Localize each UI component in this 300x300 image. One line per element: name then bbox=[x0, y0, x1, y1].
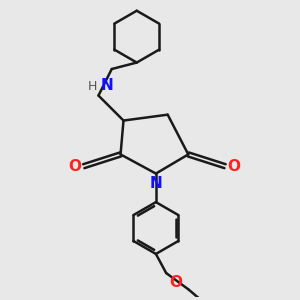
Text: O: O bbox=[68, 159, 81, 174]
Text: N: N bbox=[149, 176, 162, 191]
Text: O: O bbox=[169, 274, 182, 290]
Text: N: N bbox=[101, 78, 114, 93]
Text: H: H bbox=[88, 80, 97, 93]
Text: O: O bbox=[227, 159, 240, 174]
